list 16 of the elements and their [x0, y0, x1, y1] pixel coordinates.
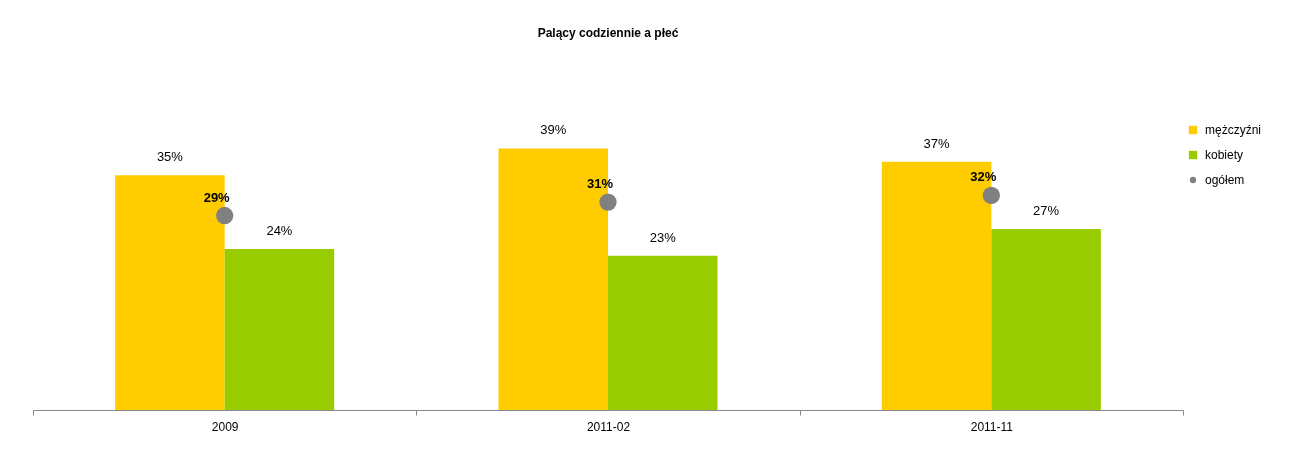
x-tick-label: 2011-02 — [586, 419, 631, 434]
legend-label: ogółem — [1205, 173, 1245, 187]
data-label: 39% — [540, 122, 567, 138]
bar — [991, 228, 1101, 410]
legend-label: mężczyźni — [1205, 123, 1262, 137]
data-label: 27% — [1033, 202, 1060, 218]
x-tick-label: 2011-11 — [970, 419, 1014, 434]
legend-label: kobiety — [1205, 148, 1244, 162]
chart-title: Palący codziennie a płeć — [537, 26, 679, 40]
data-label: 23% — [649, 229, 677, 245]
data-label: 37% — [923, 135, 951, 151]
data-label: 24% — [266, 223, 293, 239]
x-tick-label: 2009 — [211, 419, 239, 434]
bar — [608, 255, 718, 410]
data-label: 35% — [156, 149, 184, 165]
bar — [224, 249, 335, 410]
